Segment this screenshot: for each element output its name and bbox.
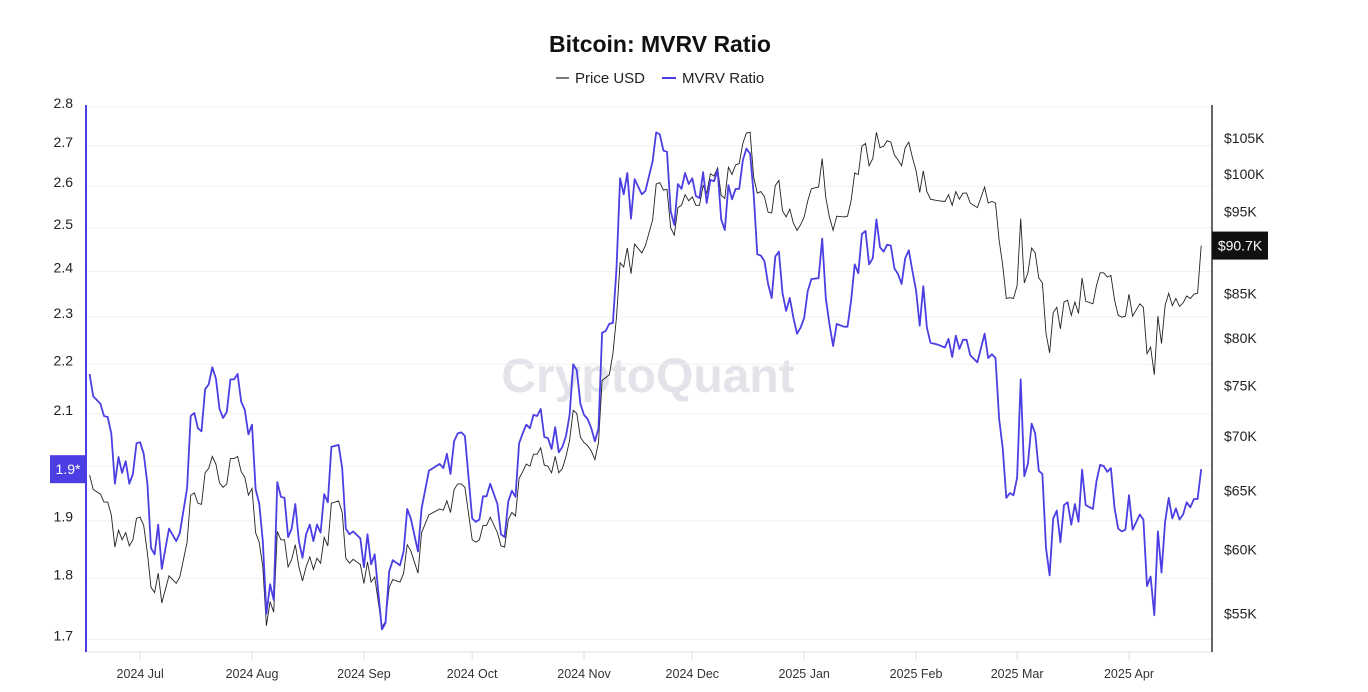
left-tick-label: 1.7 — [54, 627, 74, 643]
legend: Price USD MVRV Ratio — [556, 70, 764, 87]
x-tick-label: 2024 Nov — [557, 667, 611, 681]
left-tick-label: 2.5 — [54, 216, 74, 232]
left-tick-label: 2.4 — [54, 259, 74, 275]
left-tick-label: 1.8 — [54, 566, 74, 582]
x-tick-label: 2025 Apr — [1104, 667, 1154, 681]
price-current-value: $90.7K — [1218, 238, 1263, 254]
legend-label-price: Price USD — [575, 70, 645, 87]
left-tick-label: 2.2 — [54, 352, 74, 368]
right-tick-label: $80K — [1224, 330, 1257, 346]
x-tick-label: 2024 Jul — [117, 667, 164, 681]
x-axis: 2024 Jul 2024 Aug 2024 Sep 2024 Oct 2024 Nov… — [86, 651, 1212, 681]
watermark: CryptoQuant — [501, 350, 794, 403]
price-current-badge-bg — [1212, 231, 1268, 260]
left-tick-label: 2.6 — [54, 174, 74, 190]
x-tick-label: 2025 Jan — [778, 667, 829, 681]
legend-label-mvrv: MVRV Ratio — [682, 70, 764, 87]
right-tick-label: $60K — [1224, 542, 1257, 558]
left-tick-label: 1.9 — [54, 509, 74, 525]
mvrv-ratio-line — [88, 131, 1203, 631]
left-tick-label: 2.3 — [54, 305, 74, 321]
x-tick-label: 2024 Aug — [226, 667, 279, 681]
right-tick-label: $85K — [1224, 285, 1257, 301]
left-tick-label: 2.7 — [54, 134, 74, 150]
mvrv-current-badge-bg — [50, 455, 86, 484]
right-tick-label: $55K — [1224, 606, 1257, 622]
legend-item-mvrv[interactable]: MVRV Ratio — [662, 70, 764, 87]
x-tick-label: 2024 Oct — [447, 667, 498, 681]
right-tick-label: $75K — [1224, 377, 1257, 393]
right-tick-label: $100K — [1224, 166, 1265, 182]
left-tick-label: 2.8 — [54, 95, 74, 111]
left-current-badge: 1.9* — [50, 455, 86, 484]
x-tick-label: 2024 Sep — [337, 667, 391, 681]
x-tick-label: 2025 Feb — [890, 667, 943, 681]
right-current-badge: $90.7K — [1212, 231, 1268, 260]
left-axis: 2.8 2.7 2.6 2.5 2.4 2.3 2.2 2.1 1.9 1.8 1.7 — [54, 95, 87, 652]
mvrv-current-value: 1.9* — [56, 461, 81, 477]
legend-item-price[interactable]: Price USD — [556, 70, 645, 87]
gridlines — [86, 106, 1212, 640]
chart-title: Bitcoin: MVRV Ratio — [549, 31, 771, 57]
right-tick-label: $105K — [1224, 130, 1265, 146]
x-tick-label: 2025 Mar — [991, 667, 1044, 681]
right-tick-label: $70K — [1224, 428, 1257, 444]
right-axis: $105K $100K $95K $85K $80K $75K $70K $65K $60K $5… — [1211, 105, 1265, 652]
left-tick-label: 2.1 — [54, 402, 74, 418]
x-tick-label: 2024 Dec — [666, 667, 720, 681]
right-tick-label: $65K — [1224, 483, 1257, 499]
right-tick-label: $95K — [1224, 203, 1257, 219]
